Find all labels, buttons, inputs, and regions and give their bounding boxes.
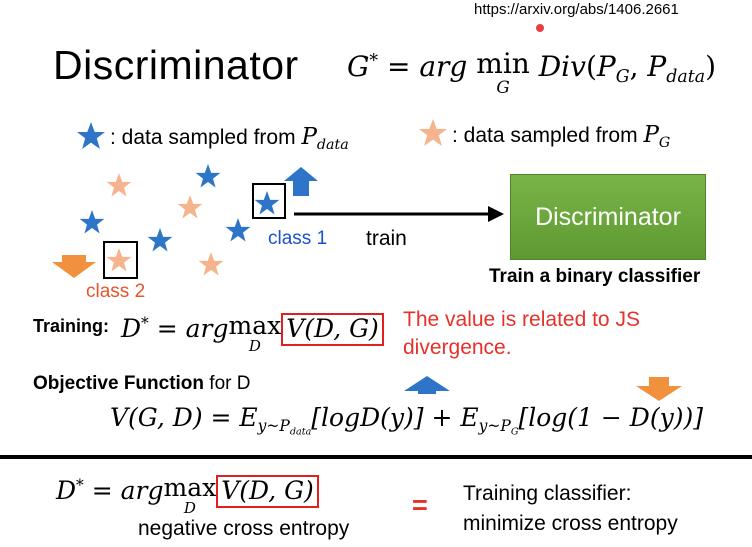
class1-label: class 1 bbox=[268, 228, 328, 249]
binary-classifier-caption: Train a binary classifier bbox=[489, 266, 701, 287]
up-arrow-icon bbox=[404, 376, 450, 394]
up-arrow-icon bbox=[284, 167, 318, 196]
bottom-equation: D* = argmax D V(D, G) bbox=[56, 475, 319, 517]
training-label: Training: bbox=[33, 316, 109, 336]
discriminator-box-label: Discriminator bbox=[535, 202, 681, 231]
training-equation: D* = argmax D V(D, G) bbox=[121, 313, 384, 355]
negative-cross-entropy-label: negative cross entropy bbox=[138, 517, 350, 540]
equals-sign: = bbox=[412, 490, 428, 520]
down-arrow-icon bbox=[52, 255, 96, 278]
train-label: train bbox=[366, 227, 407, 250]
training-boxed-term: V(D, G) bbox=[281, 313, 384, 346]
class2-selection-box bbox=[103, 241, 138, 279]
arrowhead-icon bbox=[488, 206, 504, 222]
classifier-line2: minimize cross entropy bbox=[463, 512, 678, 535]
star-icon bbox=[419, 119, 447, 146]
bottom-boxed-term: V(D, G) bbox=[216, 475, 319, 508]
title-equation: G* = arg min G Div(PG, Pdata) bbox=[347, 47, 716, 97]
legend-generated-text: : data sampled from PG bbox=[452, 122, 671, 151]
star-icon bbox=[77, 122, 105, 149]
section-divider bbox=[0, 455, 752, 459]
objective-equation: V(G, D) = Ey~Pdata[logD(y)] + Ey~PG[log(… bbox=[110, 403, 703, 438]
discriminator-box: Discriminator bbox=[510, 174, 706, 260]
objective-heading: Objective Function for D bbox=[33, 373, 251, 394]
js-divergence-note: The value is related to JS divergence. bbox=[403, 308, 640, 359]
source-url[interactable]: https://arxiv.org/abs/1406.2661 bbox=[474, 1, 679, 18]
classifier-line1: Training classifier: bbox=[463, 482, 632, 505]
pointer-dot bbox=[536, 24, 544, 32]
slide-title: Discriminator bbox=[53, 42, 299, 88]
class2-label: class 2 bbox=[86, 281, 146, 302]
legend-data-text: : data sampled from Pdata bbox=[110, 124, 349, 153]
down-arrow-icon bbox=[636, 377, 682, 401]
class1-selection-box bbox=[252, 183, 286, 219]
